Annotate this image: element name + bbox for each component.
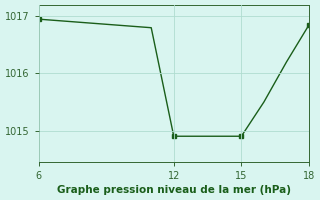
X-axis label: Graphe pression niveau de la mer (hPa): Graphe pression niveau de la mer (hPa) [57,185,291,195]
